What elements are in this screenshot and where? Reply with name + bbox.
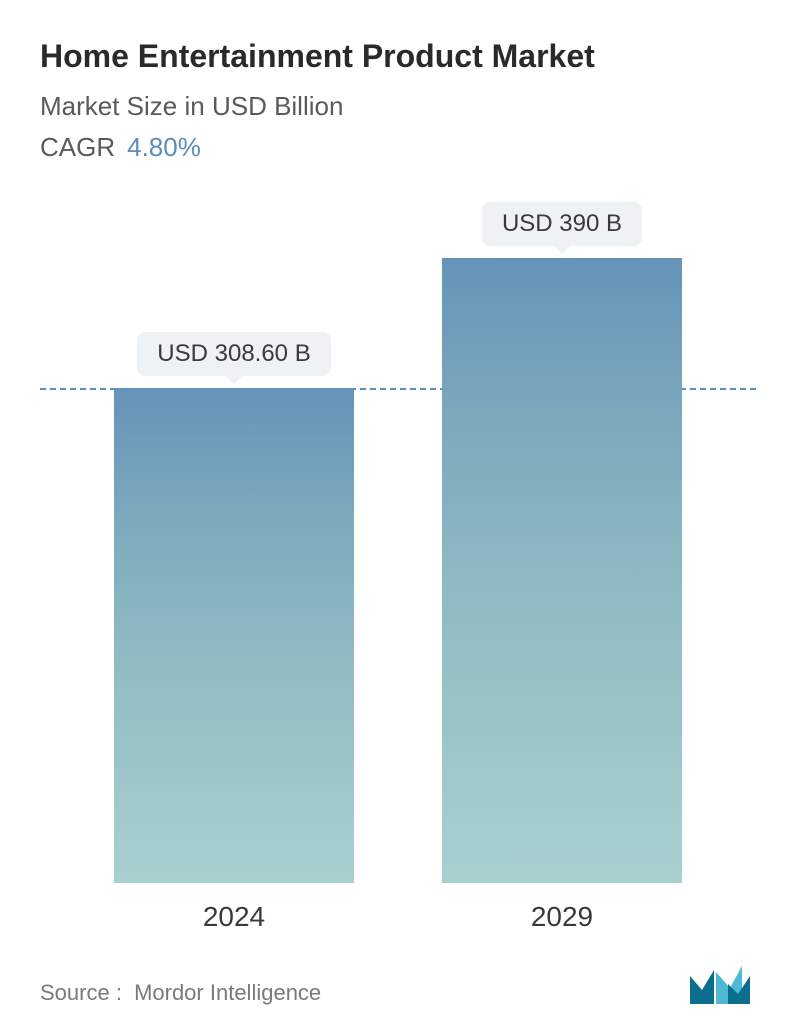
source-name: Mordor Intelligence (134, 980, 321, 1005)
cagr-label: CAGR (40, 132, 115, 163)
source-label: Source : (40, 980, 122, 1005)
source-attribution: Source : Mordor Intelligence (40, 980, 321, 1006)
value-label-2024: USD 308.60 B (137, 332, 330, 376)
x-axis-labels: 2024 2029 (40, 883, 756, 933)
chart-area: USD 308.60 B USD 390 B (40, 213, 756, 883)
bars-container: USD 308.60 B USD 390 B (40, 213, 756, 883)
value-label-2029: USD 390 B (482, 202, 642, 246)
chart-title: Home Entertainment Product Market (40, 38, 756, 75)
bar-group-2024: USD 308.60 B (114, 332, 354, 883)
bar-2024 (114, 388, 354, 883)
bar-group-2029: USD 390 B (442, 202, 682, 883)
chart-subtitle: Market Size in USD Billion (40, 91, 756, 122)
footer: Source : Mordor Intelligence (40, 962, 756, 1006)
x-label-2029: 2029 (442, 901, 682, 933)
x-label-2024: 2024 (114, 901, 354, 933)
mordor-logo-icon (688, 962, 756, 1006)
bar-2029 (442, 258, 682, 883)
cagr-value: 4.80% (127, 132, 201, 163)
cagr-row: CAGR 4.80% (40, 132, 756, 163)
